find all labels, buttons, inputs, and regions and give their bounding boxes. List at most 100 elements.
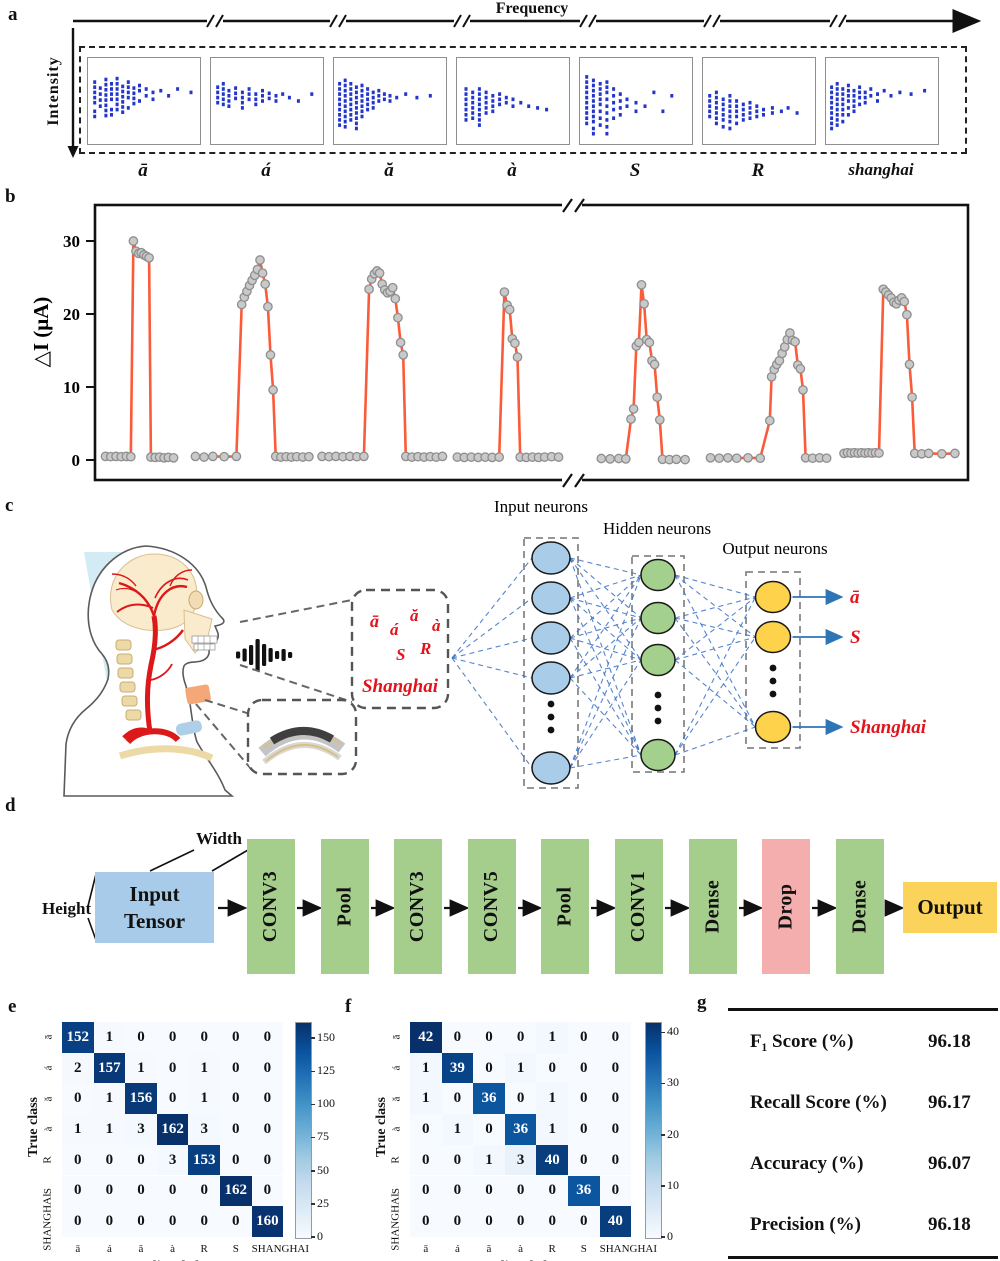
scatter-point xyxy=(464,87,468,91)
row-tick-label: ā xyxy=(40,1022,56,1053)
scatter-point xyxy=(221,82,225,86)
scatter-point xyxy=(835,107,839,112)
panel-c-label: c xyxy=(5,495,14,516)
matrix-cell: 162 xyxy=(156,1114,189,1145)
scatter-point xyxy=(830,111,834,115)
scatter-point xyxy=(858,102,862,107)
input-layer-frame xyxy=(523,537,579,789)
scatter-point xyxy=(338,123,342,127)
scatter-point xyxy=(471,100,475,105)
scatter-point xyxy=(126,90,130,95)
matrix-cell: 0 xyxy=(188,1175,220,1207)
scatter-point xyxy=(338,102,342,107)
matrix-cell: 0 xyxy=(220,1144,252,1176)
data-marker xyxy=(628,404,639,414)
scatter-point xyxy=(612,87,616,91)
scatter-point xyxy=(714,121,718,126)
predicted-class-label: Predicted class xyxy=(410,1259,631,1261)
matrix-cell: 1 xyxy=(125,1052,157,1084)
matrix-cell: 0 xyxy=(410,1175,442,1207)
data-marker xyxy=(731,453,742,464)
panel-a-label: a xyxy=(8,4,18,25)
plot-frame xyxy=(93,203,970,482)
colorbar-tick-mark xyxy=(661,1134,665,1136)
row-tick-text: ă xyxy=(41,1096,54,1102)
row-tick-label: ă xyxy=(388,1083,404,1114)
scatter-point xyxy=(830,116,834,120)
metric-row: F₁ Score (%) 96.18 xyxy=(728,1031,998,1053)
matrix-cell: 0 xyxy=(188,1022,220,1053)
matrix-cell: 0 xyxy=(251,1022,284,1053)
scatter-point xyxy=(104,108,108,113)
matrix-cell: 0 xyxy=(156,1052,189,1084)
scatter-point xyxy=(366,107,370,112)
scatter-point xyxy=(261,88,264,93)
scatter-point xyxy=(598,97,602,102)
scatter-point xyxy=(484,90,488,95)
data-marker xyxy=(743,452,753,463)
scatter-point xyxy=(863,90,867,95)
matrix-cell: 0 xyxy=(220,1083,252,1115)
scatter-point xyxy=(612,107,616,112)
scatter-point xyxy=(605,80,609,84)
scatter-point xyxy=(343,119,347,124)
row-tick-text: á xyxy=(41,1065,54,1071)
col-tick-label: à xyxy=(518,1242,524,1255)
scatter-point xyxy=(591,94,595,98)
scatter-point xyxy=(167,94,171,98)
data-marker xyxy=(144,252,154,263)
matrix-cell: 0 xyxy=(473,1022,505,1053)
col-tick-label: ă xyxy=(138,1242,144,1255)
matrix-cell: 0 xyxy=(251,1114,284,1145)
scatter-point xyxy=(121,94,125,99)
scatter-point xyxy=(504,95,508,100)
scatter-point xyxy=(360,99,364,103)
scatter-point xyxy=(876,99,879,103)
clavicle xyxy=(118,745,214,762)
data-marker xyxy=(168,452,179,463)
matrix-cell: 39 xyxy=(441,1052,474,1084)
scatter-point xyxy=(585,80,589,84)
colorbar-tick-label: 100 xyxy=(317,1096,335,1111)
row-tick-text: à xyxy=(389,1126,402,1132)
metric-label: F₁ Score (%) xyxy=(750,1030,854,1052)
matrix-cell: 0 xyxy=(220,1052,252,1084)
scatter-point xyxy=(748,116,752,120)
scatter-point xyxy=(585,85,589,89)
col-tick-label: á xyxy=(106,1242,112,1255)
matrix-cell: 1 xyxy=(62,1114,94,1145)
spectrum-category-label: ă xyxy=(384,160,394,181)
scatter-point xyxy=(247,87,251,91)
signal-curve xyxy=(601,284,686,461)
data-marker xyxy=(499,287,510,297)
data-marker xyxy=(231,451,242,462)
scatter-point xyxy=(605,125,609,129)
data-marker xyxy=(390,293,401,304)
data-marker xyxy=(219,451,230,462)
scatter-point xyxy=(863,100,867,105)
col-tick-label: SHANGHAI xyxy=(599,1242,658,1255)
scatter-point xyxy=(471,90,475,95)
data-marker xyxy=(874,448,884,458)
scatter-point xyxy=(221,87,225,91)
col-tick-label: R xyxy=(548,1242,556,1255)
scatter-point xyxy=(670,94,674,98)
data-marker xyxy=(265,350,276,360)
true-class-label: True class xyxy=(26,1097,42,1158)
scatter-point xyxy=(591,83,595,88)
scatter-point xyxy=(366,92,370,96)
matrix-cell: 0 xyxy=(251,1175,284,1207)
scatter-point xyxy=(254,102,258,107)
y-axis-ticks: 0 10 20 30 xyxy=(63,232,95,470)
matrix-cell: 40 xyxy=(599,1206,632,1237)
scatter-point xyxy=(591,88,595,93)
scatter-point xyxy=(591,119,595,124)
scatter-point xyxy=(104,98,108,102)
scatter-point xyxy=(858,95,862,100)
scatter-point xyxy=(371,90,375,95)
scatter-point xyxy=(349,92,353,96)
data-marker xyxy=(504,304,515,315)
stage-pool: Pool xyxy=(321,839,369,974)
scatter-point xyxy=(755,109,759,114)
stage-conv3: CONV3 xyxy=(394,839,442,974)
